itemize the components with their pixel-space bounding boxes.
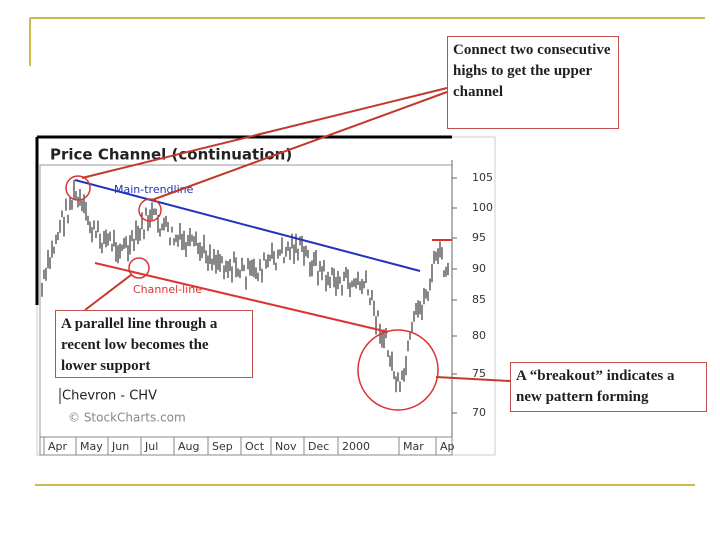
- month-label: 2000: [342, 440, 370, 453]
- month-label: Nov: [275, 440, 297, 453]
- month-label: Sep: [212, 440, 233, 453]
- month-label: May: [80, 440, 103, 453]
- highlight-circle: [128, 257, 150, 279]
- main-trendline: [74, 179, 421, 272]
- highlight-circle: [65, 175, 91, 201]
- price-label: 70: [472, 406, 486, 419]
- price-label: 80: [472, 329, 486, 342]
- price-label: 85: [472, 293, 486, 306]
- pointer-line: [84, 274, 132, 311]
- highlight-circle: [357, 329, 439, 411]
- month-label: Aug: [178, 440, 199, 453]
- month-label: Jul: [144, 440, 158, 453]
- price-label: 90: [472, 262, 486, 275]
- pointer-line: [435, 376, 511, 382]
- callout-upper: Connect two consecutive highs to get the…: [447, 36, 619, 129]
- pointer-line: [151, 91, 448, 201]
- month-label: Ap: [440, 440, 455, 453]
- callout-breakout: A “breakout” indicates a new pattern for…: [510, 362, 707, 412]
- channel-line: [94, 262, 389, 333]
- symbol-label: Chevron - CHV: [62, 389, 157, 404]
- month-label: Dec: [308, 440, 329, 453]
- pointer-line: [81, 87, 448, 179]
- month-label: Oct: [245, 440, 265, 453]
- source-label: © StockCharts.com: [68, 411, 186, 425]
- price-label: 105: [472, 171, 493, 184]
- month-label: Apr: [48, 440, 68, 453]
- channel-label: Channel-line: [133, 283, 202, 296]
- price-label: 75: [472, 367, 486, 380]
- highlight-circle: [138, 198, 162, 222]
- month-label: Mar: [403, 440, 424, 453]
- price-label: 95: [472, 231, 486, 244]
- month-label: Jun: [111, 440, 129, 453]
- chart-title: Price Channel (continuation): [50, 146, 292, 164]
- time-axis: [39, 436, 453, 456]
- callout-lower: A parallel line through a recent low bec…: [55, 310, 253, 378]
- price-label: 100: [472, 201, 493, 214]
